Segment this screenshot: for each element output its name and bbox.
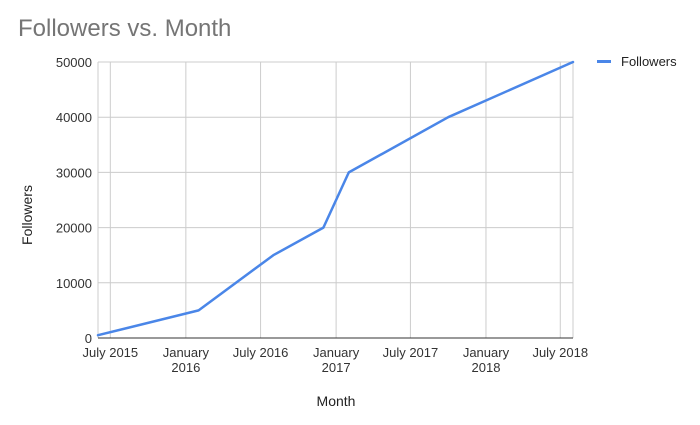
legend-label-followers: Followers: [621, 54, 677, 69]
x-tick-label-line: July 2017: [383, 345, 439, 360]
x-tick-label-line: July 2016: [233, 345, 289, 360]
y-axis-label: Followers: [19, 185, 35, 245]
y-tick-label: 40000: [56, 110, 92, 125]
x-tick-label-line: 2016: [171, 360, 200, 375]
y-tick-label: 50000: [56, 55, 92, 70]
x-axis-label: Month: [317, 393, 356, 409]
x-tick-label-line: January: [313, 345, 360, 360]
x-tick-label: January 2018: [463, 345, 510, 375]
x-tick-label-line: 2017: [322, 360, 351, 375]
x-tick-label: January 2017: [313, 345, 360, 375]
x-tick-label-line: January: [163, 345, 210, 360]
y-tick-label: 0: [85, 331, 92, 346]
x-tick-label: January 2016: [163, 345, 210, 375]
x-tick-label: July 2018: [532, 345, 588, 360]
x-tick-label: July 2017: [383, 345, 439, 360]
y-tick-label: 30000: [56, 165, 92, 180]
legend: Followers: [597, 54, 677, 69]
x-tick-label-line: July 2015: [82, 345, 138, 360]
x-tick-label: July 2015: [82, 345, 138, 360]
y-axis-ticks: 0 10000 20000 30000 40000 50000: [56, 55, 92, 346]
y-tick-label: 20000: [56, 221, 92, 236]
series-line-followers: [96, 60, 575, 337]
x-tick-label-line: 2018: [472, 360, 501, 375]
y-tick-label: 10000: [56, 276, 92, 291]
x-tick-label-line: January: [463, 345, 510, 360]
x-tick-label-line: July 2018: [532, 345, 588, 360]
chart-title: Followers vs. Month: [18, 15, 231, 42]
legend-swatch-followers: [597, 60, 611, 63]
x-tick-label: July 2016: [233, 345, 289, 360]
chart-grid: [97, 61, 574, 338]
